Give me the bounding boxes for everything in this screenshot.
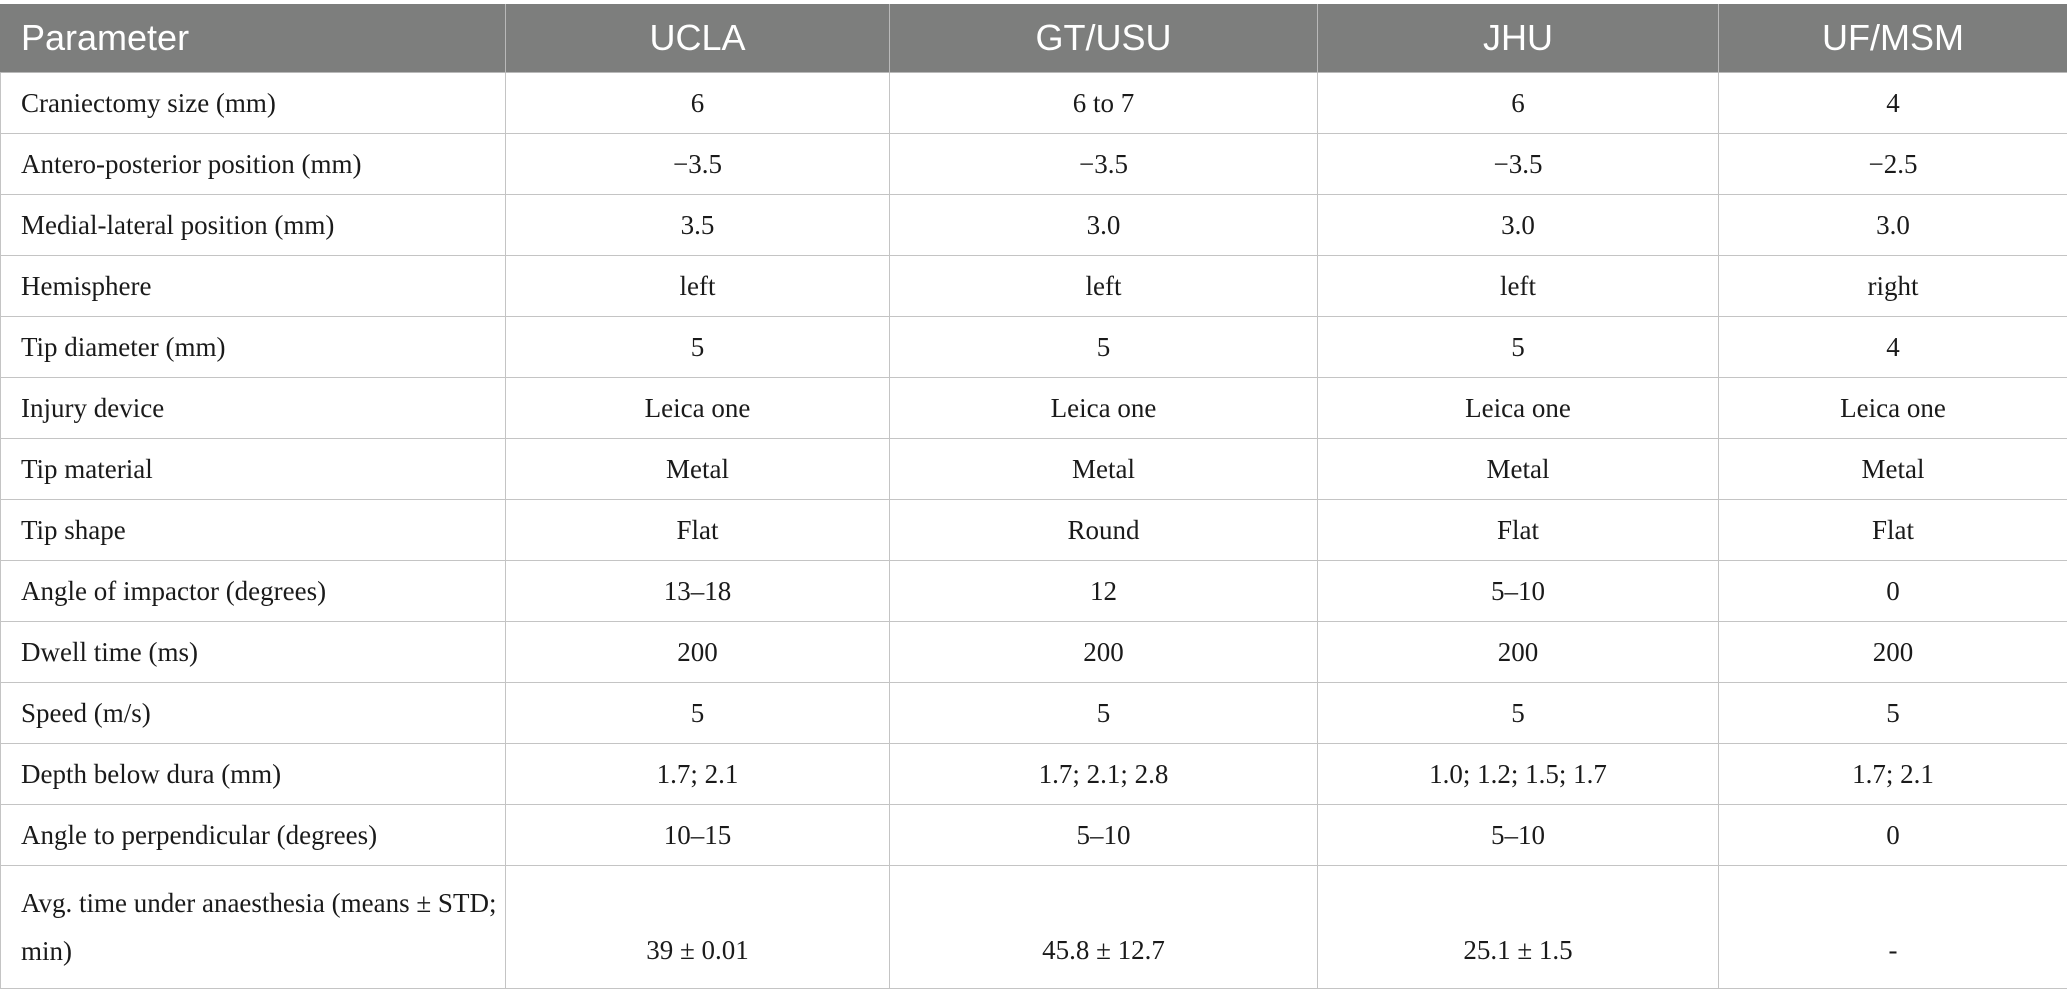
cell-gt-usu: Leica one bbox=[889, 377, 1318, 439]
cell-ucla: 1.7; 2.1 bbox=[505, 743, 890, 805]
table-header: Parameter UCLA GT/USU JHU UF/MSM bbox=[0, 4, 2067, 73]
row-label: Dwell time (ms) bbox=[0, 621, 506, 683]
cell-gt-usu: 5 bbox=[889, 316, 1318, 378]
cell-jhu: 200 bbox=[1317, 621, 1719, 683]
cell-gt-usu: 5 bbox=[889, 682, 1318, 744]
row-label: Depth below dura (mm) bbox=[0, 743, 506, 805]
cell-ucla: 10–15 bbox=[505, 804, 890, 866]
cell-jhu: 25.1 ± 1.5 bbox=[1317, 865, 1719, 989]
cell-jhu: 5 bbox=[1317, 316, 1719, 378]
cell-ucla: 200 bbox=[505, 621, 890, 683]
header-parameter: Parameter bbox=[0, 4, 506, 73]
cell-uf-msm: 200 bbox=[1718, 621, 2067, 683]
cell-ucla: Metal bbox=[505, 438, 890, 500]
row-label: Injury device bbox=[0, 377, 506, 439]
cell-jhu: 1.0; 1.2; 1.5; 1.7 bbox=[1317, 743, 1719, 805]
cell-ucla: left bbox=[505, 255, 890, 317]
cell-uf-msm: Flat bbox=[1718, 499, 2067, 561]
cell-uf-msm: right bbox=[1718, 255, 2067, 317]
cell-uf-msm: 1.7; 2.1 bbox=[1718, 743, 2067, 805]
cell-jhu: 6 bbox=[1317, 72, 1719, 134]
table-row: Hemisphere left left left right bbox=[0, 255, 2067, 317]
cell-jhu: 3.0 bbox=[1317, 194, 1719, 256]
cell-uf-msm: 0 bbox=[1718, 560, 2067, 622]
cell-gt-usu: 3.0 bbox=[889, 194, 1318, 256]
row-label: Angle to perpendicular (degrees) bbox=[0, 804, 506, 866]
table-row: Angle to perpendicular (degrees) 10–15 5… bbox=[0, 804, 2067, 866]
row-label: Tip diameter (mm) bbox=[0, 316, 506, 378]
parameter-table-container: Parameter UCLA GT/USU JHU UF/MSM Craniec… bbox=[0, 4, 2067, 989]
cell-gt-usu: 5–10 bbox=[889, 804, 1318, 866]
row-label: Avg. time under anaesthesia (means ± STD… bbox=[0, 865, 506, 989]
cell-ucla: 13–18 bbox=[505, 560, 890, 622]
row-label: Angle of impactor (degrees) bbox=[0, 560, 506, 622]
cell-uf-msm: 4 bbox=[1718, 72, 2067, 134]
table-row: Depth below dura (mm) 1.7; 2.1 1.7; 2.1;… bbox=[0, 743, 2067, 805]
row-label: Speed (m/s) bbox=[0, 682, 506, 744]
cell-ucla: 3.5 bbox=[505, 194, 890, 256]
cell-ucla: 39 ± 0.01 bbox=[505, 865, 890, 989]
cell-jhu: Metal bbox=[1317, 438, 1719, 500]
table-row: Speed (m/s) 5 5 5 5 bbox=[0, 682, 2067, 744]
table-body: Craniectomy size (mm) 6 6 to 7 6 4 Anter… bbox=[0, 72, 2067, 989]
cell-jhu: left bbox=[1317, 255, 1719, 317]
cell-ucla: 5 bbox=[505, 316, 890, 378]
header-row: Parameter UCLA GT/USU JHU UF/MSM bbox=[0, 4, 2067, 73]
header-ucla: UCLA bbox=[505, 4, 890, 73]
row-label: Tip material bbox=[0, 438, 506, 500]
cell-jhu: 5–10 bbox=[1317, 804, 1719, 866]
cell-gt-usu: 12 bbox=[889, 560, 1318, 622]
cell-jhu: Leica one bbox=[1317, 377, 1719, 439]
header-jhu: JHU bbox=[1317, 4, 1719, 73]
table-row: Tip diameter (mm) 5 5 5 4 bbox=[0, 316, 2067, 378]
cell-jhu: 5 bbox=[1317, 682, 1719, 744]
table-row: Antero-posterior position (mm) −3.5 −3.5… bbox=[0, 133, 2067, 195]
row-label: Hemisphere bbox=[0, 255, 506, 317]
cell-uf-msm: - bbox=[1718, 865, 2067, 989]
parameter-table: Parameter UCLA GT/USU JHU UF/MSM Craniec… bbox=[0, 4, 2067, 989]
table-row: Dwell time (ms) 200 200 200 200 bbox=[0, 621, 2067, 683]
row-label: Tip shape bbox=[0, 499, 506, 561]
cell-uf-msm: Leica one bbox=[1718, 377, 2067, 439]
table-row: Angle of impactor (degrees) 13–18 12 5–1… bbox=[0, 560, 2067, 622]
cell-jhu: −3.5 bbox=[1317, 133, 1719, 195]
cell-gt-usu: 6 to 7 bbox=[889, 72, 1318, 134]
cell-ucla: Leica one bbox=[505, 377, 890, 439]
cell-gt-usu: −3.5 bbox=[889, 133, 1318, 195]
cell-uf-msm: 0 bbox=[1718, 804, 2067, 866]
cell-uf-msm: Metal bbox=[1718, 438, 2067, 500]
cell-ucla: Flat bbox=[505, 499, 890, 561]
cell-jhu: Flat bbox=[1317, 499, 1719, 561]
cell-gt-usu: 1.7; 2.1; 2.8 bbox=[889, 743, 1318, 805]
table-row: Tip shape Flat Round Flat Flat bbox=[0, 499, 2067, 561]
row-label: Medial-lateral position (mm) bbox=[0, 194, 506, 256]
header-gt-usu: GT/USU bbox=[889, 4, 1318, 73]
cell-gt-usu: Metal bbox=[889, 438, 1318, 500]
cell-ucla: 5 bbox=[505, 682, 890, 744]
table-row: Medial-lateral position (mm) 3.5 3.0 3.0… bbox=[0, 194, 2067, 256]
cell-gt-usu: 45.8 ± 12.7 bbox=[889, 865, 1318, 989]
cell-uf-msm: −2.5 bbox=[1718, 133, 2067, 195]
cell-jhu: 5–10 bbox=[1317, 560, 1719, 622]
cell-uf-msm: 3.0 bbox=[1718, 194, 2067, 256]
cell-gt-usu: Round bbox=[889, 499, 1318, 561]
table-row: Tip material Metal Metal Metal Metal bbox=[0, 438, 2067, 500]
cell-ucla: −3.5 bbox=[505, 133, 890, 195]
row-label: Craniectomy size (mm) bbox=[0, 72, 506, 134]
table-row: Craniectomy size (mm) 6 6 to 7 6 4 bbox=[0, 72, 2067, 134]
cell-gt-usu: 200 bbox=[889, 621, 1318, 683]
row-label: Antero-posterior position (mm) bbox=[0, 133, 506, 195]
cell-uf-msm: 5 bbox=[1718, 682, 2067, 744]
header-uf-msm: UF/MSM bbox=[1718, 4, 2067, 73]
cell-uf-msm: 4 bbox=[1718, 316, 2067, 378]
cell-ucla: 6 bbox=[505, 72, 890, 134]
table-row: Injury device Leica one Leica one Leica … bbox=[0, 377, 2067, 439]
table-row: Avg. time under anaesthesia (means ± STD… bbox=[0, 865, 2067, 989]
cell-gt-usu: left bbox=[889, 255, 1318, 317]
